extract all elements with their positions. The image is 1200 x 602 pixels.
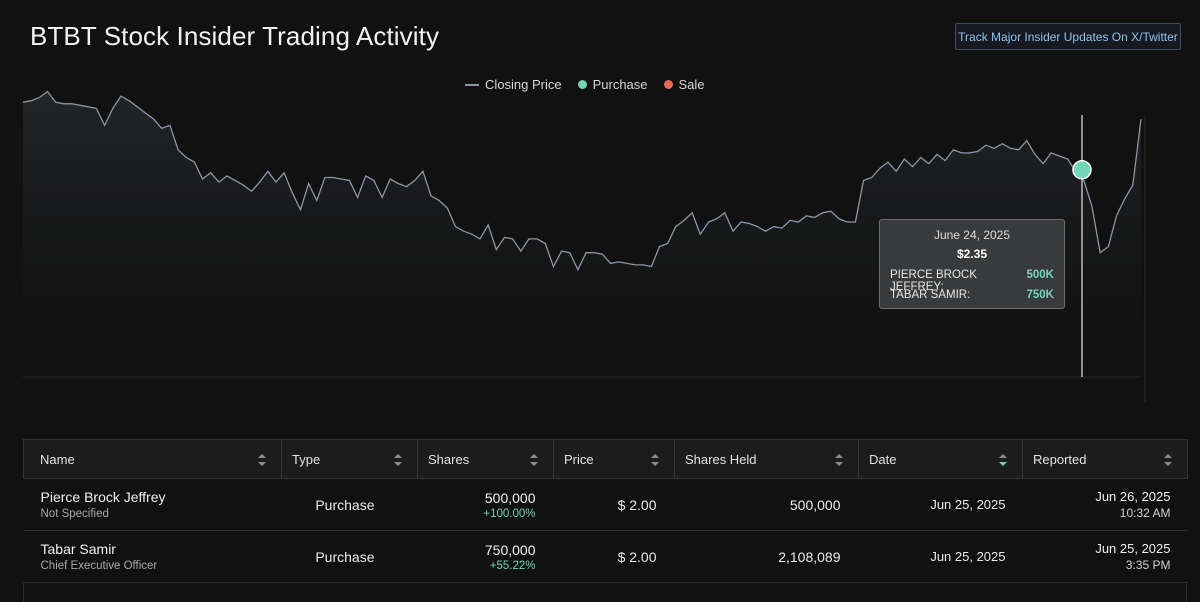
column-header-date[interactable]: Date [858,439,1023,479]
cell-price: $ 2.00 [553,530,675,583]
column-header-type[interactable]: Type [281,439,418,479]
column-label: Name [40,451,75,467]
shares-value: 500,000 [484,489,536,506]
tooltip-date: June 24, 2025 [933,228,1011,242]
table-row[interactable]: Pierce Brock Jeffrey Not Specified Purch… [23,478,1188,531]
cell-reported: Jun 25, 2025 3:35 PM [1022,530,1188,583]
cell-date: Jun 25, 2025 [858,478,1023,531]
shares-value: 750,000 [484,541,536,558]
reported-date: Jun 26, 2025 [1095,489,1171,504]
price-area-fill [23,91,1141,377]
cell-name: Tabar Samir Chief Executive Officer [23,530,282,583]
table-footer-area [23,583,1187,602]
insider-role: Not Specified [40,508,109,520]
cell-shares-held: 500,000 [674,478,859,531]
insider-name[interactable]: Pierce Brock Jeffrey [40,489,166,505]
cell-reported: Jun 26, 2025 10:32 AM [1022,478,1188,531]
table-row[interactable]: Tabar Samir Chief Executive Officer Purc… [23,530,1188,583]
reported-time: 3:35 PM [1125,558,1171,572]
cell-shares-held: 2,108,089 [674,530,859,583]
purchase-marker[interactable] [1072,160,1092,180]
column-header-shares-held[interactable]: Shares Held [674,439,859,479]
column-label: Shares Held [685,451,757,467]
cell-shares: 500,000 +100.00% [417,478,554,531]
chart-legend: Closing Price Purchase Sale [465,77,705,92]
tooltip-price: $2.35 [956,247,988,261]
legend-label: Sale [678,77,705,92]
sort-icon[interactable] [529,452,539,468]
sort-icon[interactable] [834,452,844,468]
sort-icon[interactable] [393,452,403,468]
insider-name[interactable]: Tabar Samir [40,541,116,557]
legend-label: Purchase [592,77,648,92]
shares-change: +55.22% [489,559,536,572]
price-chart[interactable] [0,0,1200,420]
table-header-row: Name Type Shares Price Shares Held Date … [23,439,1188,479]
tooltip-row: PIERCE BROCK JEFFREY: 500K [890,269,1054,293]
legend-sale[interactable]: Sale [663,77,705,92]
sale-dot-icon [663,80,673,89]
chart-tooltip: June 24, 2025 $2.35 PIERCE BROCK JEFFREY… [879,219,1065,309]
legend-purchase[interactable]: Purchase [577,77,648,92]
page-title: BTBT Stock Insider Trading Activity [30,21,440,51]
closing-price-line[interactable] [22,90,1142,272]
cell-type: Purchase [281,530,418,583]
column-label: Shares [428,451,470,467]
column-header-price[interactable]: Price [553,439,675,479]
column-header-reported[interactable]: Reported [1022,439,1188,479]
insider-trades-table: Name Type Shares Price Shares Held Date … [23,439,1188,583]
cell-date: Jun 25, 2025 [858,530,1023,583]
column-header-shares[interactable]: Shares [417,439,554,479]
tooltip-amount: 750K [1026,289,1055,301]
tooltip-amount: 500K [1026,269,1055,281]
legend-closing-price[interactable]: Closing Price [465,77,562,92]
legend-label: Closing Price [485,77,562,92]
purchase-dot-icon [577,80,587,89]
sort-desc-active-icon[interactable] [998,452,1008,468]
column-label: Date [869,451,897,467]
reported-time: 10:32 AM [1119,506,1171,520]
shares-change: +100.00% [483,507,536,520]
sort-icon[interactable] [1163,452,1173,468]
track-insider-updates-button[interactable]: Track Major Insider Updates On X/Twitter [955,23,1181,50]
sort-icon[interactable] [650,452,660,468]
sort-icon[interactable] [257,452,267,468]
column-label: Type [292,451,321,467]
cell-shares: 750,000 +55.22% [417,530,554,583]
cell-price: $ 2.00 [553,478,675,531]
cell-name: Pierce Brock Jeffrey Not Specified [23,478,282,531]
reported-date: Jun 25, 2025 [1095,541,1171,556]
cell-type: Purchase [281,478,418,531]
column-header-name[interactable]: Name [23,439,282,479]
column-label: Price [564,451,594,467]
tooltip-insider-name: TABAR SAMIR: [890,289,971,301]
insider-role: Chief Executive Officer [40,560,158,572]
tooltip-row: TABAR SAMIR: 750K [890,289,1054,301]
line-swatch-icon [465,83,479,86]
tooltip-insider-name: PIERCE BROCK JEFFREY: [890,269,977,293]
column-label: Reported [1033,451,1087,467]
